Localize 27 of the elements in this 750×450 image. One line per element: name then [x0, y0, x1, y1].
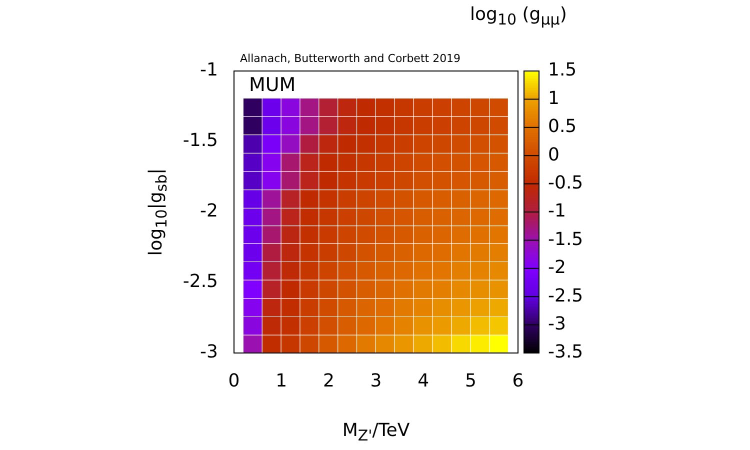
- y-tick-label: -2: [200, 200, 218, 222]
- color-bar-label: -1.5: [548, 228, 584, 250]
- color-bar-title: log$_{10}$ (g$_{μμ}$): [470, 4, 567, 29]
- color-bar-label: 1: [548, 88, 560, 109]
- x-tick-label: 0: [228, 370, 240, 392]
- text: Allanach, Butterworth and Corbett 2019: [240, 52, 461, 65]
- color-bar-label: -2: [548, 257, 566, 278]
- y-tick-label: -2.5: [182, 271, 218, 292]
- y-tick-label: -1: [200, 60, 218, 81]
- x-tick-label: 3: [370, 370, 382, 392]
- annotation: MUM: [249, 74, 296, 96]
- x-tick-label: 5: [464, 370, 476, 392]
- color-bar-label: 0: [548, 144, 560, 166]
- y-tick-label: -1.5: [182, 130, 218, 152]
- color-bar-label: -1: [548, 200, 566, 222]
- color-bar-label: 1.5: [548, 60, 577, 81]
- color-bar-label: -3.5: [548, 342, 584, 363]
- x-tick-label: 4: [418, 370, 430, 392]
- x-axis-title: M$_{Z'}$/TeV: [342, 420, 410, 445]
- color-bar-label: -0.5: [548, 172, 584, 194]
- color-bar-label: -2.5: [548, 285, 584, 306]
- color-bar-label: -3: [548, 313, 566, 334]
- x-tick-label: 2: [322, 370, 334, 392]
- x-tick-label: 6: [512, 370, 524, 392]
- x-tick-label: 1: [276, 370, 288, 392]
- color-bar-label: 0.5: [548, 116, 577, 138]
- y-tick-label: -3: [200, 342, 218, 363]
